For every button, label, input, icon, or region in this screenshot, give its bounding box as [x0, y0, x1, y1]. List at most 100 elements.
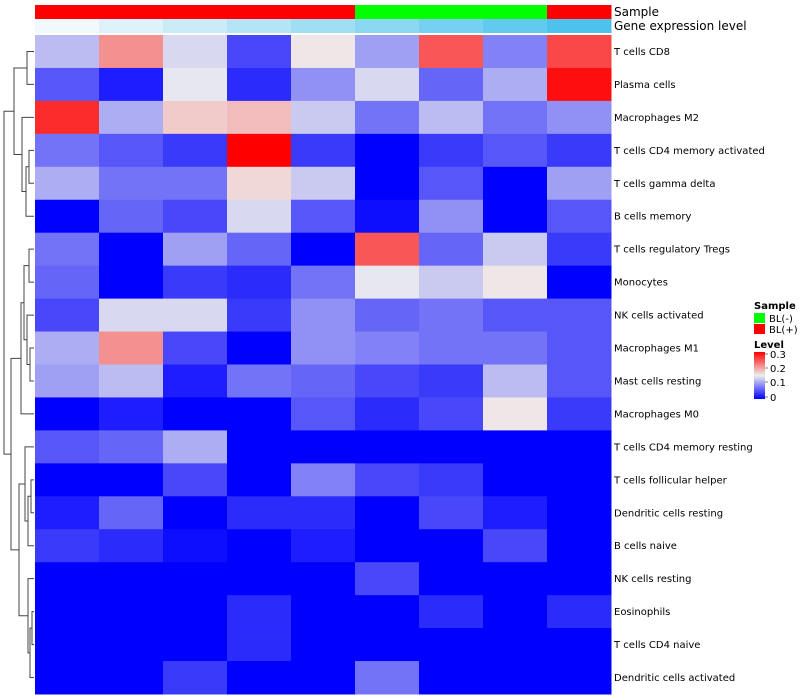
heatmap-cell: [483, 166, 548, 201]
heatmap-cell: [163, 595, 228, 629]
heatmap-cell: [35, 298, 100, 333]
heatmap-cell: [227, 628, 292, 662]
row-label: T cells CD4 memory resting: [613, 442, 753, 453]
heatmap-cell: [163, 67, 228, 102]
heatmap-cell: [35, 364, 100, 398]
legend-level-title: Level: [754, 340, 784, 351]
heatmap-cell: [547, 496, 612, 530]
heatmap-cell: [163, 364, 228, 398]
heatmap-cell: [163, 562, 228, 596]
heatmap-cell: [419, 463, 484, 497]
dendrogram-branch: [18, 483, 28, 617]
heatmap-cell: [483, 133, 548, 168]
heatmap-cell: [99, 595, 164, 629]
heatmap-cell: [483, 232, 548, 267]
row-labels: T cells CD8 Plasma cells Macrophages M2 T c…: [613, 47, 765, 684]
heatmap-cell: [35, 463, 100, 497]
heatmap-cell: [99, 661, 164, 695]
heatmap-cell: [291, 232, 356, 267]
legend-level-tick: 0.2: [770, 364, 786, 375]
annotation-cell: [291, 19, 356, 33]
annotation-cell: [227, 19, 292, 33]
heatmap-cell: [227, 562, 292, 596]
row-label: Plasma cells: [614, 80, 676, 91]
heatmap-cell: [419, 199, 484, 234]
heatmap-cell: [99, 331, 164, 365]
heatmap-cell: [163, 298, 228, 333]
heatmap-cell: [419, 430, 484, 464]
heatmap-cell: [547, 35, 612, 69]
heatmap-cell: [355, 232, 420, 267]
heatmap-cell: [99, 133, 164, 168]
heatmap-cell: [419, 661, 484, 695]
legend-level-tick: 0.3: [770, 350, 786, 361]
legend-label-bl-pos: BL(+): [769, 325, 798, 336]
heatmap-cell: [547, 628, 612, 662]
heatmap-cell: [99, 166, 164, 201]
heatmap-cell: [483, 100, 548, 135]
heatmap-cell: [35, 562, 100, 596]
heatmap-cell: [483, 430, 548, 464]
heatmap-cell: [547, 133, 612, 168]
annotation-label: Gene expression level: [614, 19, 747, 33]
heatmap-cell: [547, 67, 612, 102]
heatmap-cell: [547, 463, 612, 497]
heatmap-cell: [483, 661, 548, 695]
heatmap-cell: [355, 430, 420, 464]
heatmap-cell: [35, 430, 100, 464]
heatmap-cell: [547, 595, 612, 629]
heatmap-cell: [355, 529, 420, 563]
heatmap-cell: [35, 496, 100, 530]
heatmap-cell: [419, 562, 484, 596]
heatmap-cell: [227, 265, 292, 300]
heatmap-cell: [227, 661, 292, 695]
heatmap-cell: [419, 35, 484, 69]
heatmap-cell: [163, 430, 228, 464]
annotation-cell: [163, 19, 228, 33]
heatmap-cell: [483, 364, 548, 398]
heatmap-cell: [355, 595, 420, 629]
legend-swatch-bl-pos: [754, 324, 765, 334]
heatmap-cell: [291, 628, 356, 662]
heatmap-cell: [355, 397, 420, 431]
heatmap-cell: [35, 100, 100, 135]
heatmap-cell: [99, 67, 164, 102]
heatmap-cell: [35, 529, 100, 563]
heatmap-cell: [419, 397, 484, 431]
annotation-cell: [35, 19, 100, 33]
heatmap-cell: [483, 67, 548, 102]
row-label: T cells CD4 naive: [613, 640, 700, 651]
legend-level-tick: 0.1: [770, 378, 786, 389]
heatmap-cell: [291, 364, 356, 398]
heatmap-cell: [483, 397, 548, 431]
heatmap-cell: [355, 35, 420, 69]
heatmap-cell: [483, 496, 548, 530]
heatmap-cell: [419, 628, 484, 662]
row-label: Eosinophils: [614, 607, 670, 618]
heatmap-cell: [99, 100, 164, 135]
heatmap-cell: [291, 199, 356, 234]
heatmap-cell: [163, 661, 228, 695]
heatmap-cells: [35, 35, 612, 695]
heatmap-cell: [419, 166, 484, 201]
heatmap-cell: [227, 364, 292, 398]
dendrogram-branch: [21, 116, 34, 193]
heatmap-cell: [291, 496, 356, 530]
heatmap-cell: [163, 397, 228, 431]
row-label: Mast cells resting: [614, 376, 701, 387]
heatmap-cell: [163, 265, 228, 300]
heatmap-cell: [35, 232, 100, 267]
heatmap-cell: [483, 529, 548, 563]
heatmap-cell: [547, 364, 612, 398]
heatmap-cell: [355, 100, 420, 135]
heatmap-cell: [547, 199, 612, 234]
heatmap-cell: [291, 562, 356, 596]
heatmap-cell: [35, 35, 100, 69]
legend-swatch-bl-neg: [754, 313, 765, 323]
heatmap-cell: [483, 265, 548, 300]
heatmap-cell: [355, 133, 420, 168]
heatmap-cell: [227, 199, 292, 234]
heatmap-cell: [99, 529, 164, 563]
row-label: T cells gamma delta: [613, 179, 715, 190]
